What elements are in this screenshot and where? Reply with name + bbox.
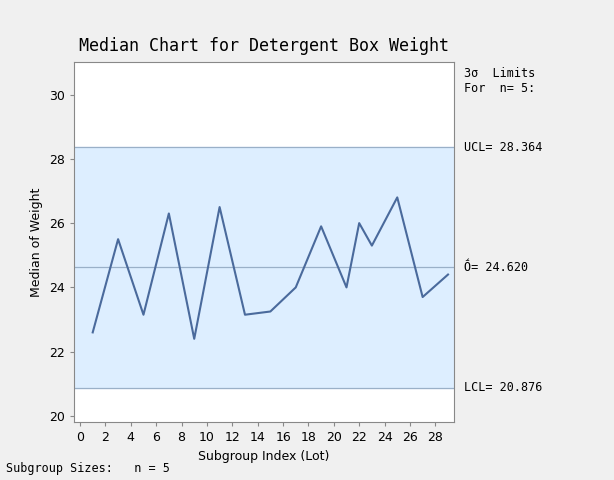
Text: Subgroup Sizes:   n = 5: Subgroup Sizes: n = 5 (6, 462, 170, 475)
Text: LCL= 20.876: LCL= 20.876 (464, 381, 542, 394)
X-axis label: Subgroup Index (Lot): Subgroup Index (Lot) (198, 450, 330, 463)
Title: Median Chart for Detergent Box Weight: Median Chart for Detergent Box Weight (79, 37, 449, 55)
Text: Ṍ= 24.620: Ṍ= 24.620 (464, 261, 527, 274)
Text: 3σ  Limits
For  n= 5:: 3σ Limits For n= 5: (464, 67, 535, 95)
Y-axis label: Median of Weight: Median of Weight (30, 188, 43, 297)
Text: UCL= 28.364: UCL= 28.364 (464, 141, 542, 154)
